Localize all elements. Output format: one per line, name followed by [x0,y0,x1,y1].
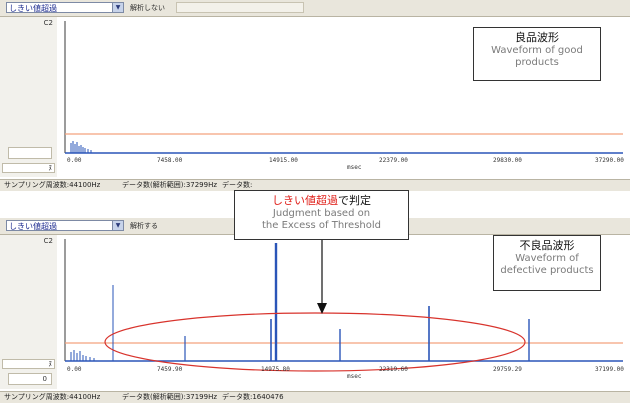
top-waveform-panel: しきい値超過 ▼ 解析しない C2 ﾇ 0.00 [0,0,630,191]
judgment-callout: しきい値超過で判定 Judgment based on the Excess o… [234,190,409,240]
bottom-noise-burst [70,350,95,361]
top-value-box[interactable] [8,147,52,159]
top-status-data1: データ数(解析範囲):37299Hz [122,181,218,189]
bottom-y-min-label: 0 [42,375,47,383]
bottom-status-bar: サンプリング周波数:44100Hz データ数(解析範囲):37199Hz データ… [0,391,630,403]
top-status-data2: データ数: [222,181,253,189]
chevron-down-icon[interactable]: ▼ [112,3,123,12]
top-scroll-arrow-icon: ﾇ [48,164,53,172]
bottom-x-ticks: 0.00 7459.90 14975.80 22319.60 29759.29 … [67,366,624,380]
bottom-status-sampling: サンプリング周波数:44100Hz [4,393,101,401]
bottom-mode-select-value: しきい値超過 [9,222,57,231]
top-x-tick: 7458.00 [157,157,183,164]
top-analysis-label: 解析しない [130,4,165,12]
bottom-mode-select[interactable]: しきい値超過 ▼ [6,220,124,231]
top-axis-column: C2 ﾇ [0,17,58,177]
judgment-en-line2: the Excess of Threshold [262,220,381,231]
top-x-tick: 22379.00 [379,157,408,164]
good-waveform-title-en: Waveform of good products [491,45,583,68]
judgment-en-line1: Judgment based on [272,208,371,219]
bottom-value-box[interactable]: 0 [8,373,52,385]
bottom-waveform-panel: しきい値超過 ▼ 解析する C2 ﾇ 0 [0,218,630,403]
top-status-sampling: サンプリング周波数:44100Hz [4,181,101,189]
bottom-x-tick: 0.00 [67,366,82,373]
top-scroll-control[interactable]: ﾇ [2,163,55,173]
top-noise-burst [70,141,92,153]
top-y-max-label: C2 [43,19,53,27]
bottom-scroll-arrow-icon: ﾇ [48,360,53,368]
chevron-down-icon[interactable]: ▼ [112,221,123,230]
defective-waveform-title-en: Waveform of defective products [500,253,594,276]
good-waveform-title-jp: 良品波形 [515,31,559,44]
threshold-excess-highlight [104,312,526,372]
top-x-tick: 14915.00 [269,157,298,164]
top-mode-select[interactable]: しきい値超過 ▼ [6,2,124,13]
top-x-ticks: 0.00 7458.00 14915.00 22379.00 29830.00 … [67,157,624,171]
top-toolbar: しきい値超過 ▼ 解析しない [0,0,630,17]
judgment-arrow [317,240,327,314]
bottom-x-unit: msec [347,373,362,380]
bottom-axis-column: C2 ﾇ 0 [0,235,58,389]
judgment-title-jp: しきい値超過で判定 [235,194,408,208]
top-mode-select-value: しきい値超過 [9,4,57,13]
bottom-x-tick: 37199.00 [595,366,624,373]
arrow-down-icon [317,303,327,314]
bottom-status-data2: データ数:1640476 [222,393,284,401]
top-toolbar-field[interactable] [176,2,304,13]
top-x-unit: msec [347,164,362,171]
bottom-y-max-label: C2 [43,237,53,245]
bottom-analysis-label: 解析する [130,222,158,230]
bottom-x-tick: 22319.60 [379,366,408,373]
good-waveform-callout: 良品波形 Waveform of good products [473,27,601,81]
defective-waveform-callout: 不良品波形 Waveform of defective products [493,235,601,291]
top-x-tick: 29830.00 [493,157,522,164]
defective-waveform-title-jp: 不良品波形 [519,239,575,252]
bottom-x-tick: 29759.29 [493,366,522,373]
bottom-status-data1: データ数(解析範囲):37199Hz [122,393,218,401]
bottom-x-tick: 7459.90 [157,366,183,373]
top-status-bar: サンプリング周波数:44100Hz データ数(解析範囲):37299Hz データ… [0,179,630,191]
top-x-tick: 37290.00 [595,157,624,164]
judgment-title-red: しきい値超過 [272,194,338,207]
judgment-title-black: で判定 [338,194,371,207]
bottom-spikes [112,243,530,361]
top-x-tick: 0.00 [67,157,82,164]
bottom-x-tick: 14975.80 [261,366,290,373]
bottom-scroll-control[interactable]: ﾇ [2,359,55,369]
